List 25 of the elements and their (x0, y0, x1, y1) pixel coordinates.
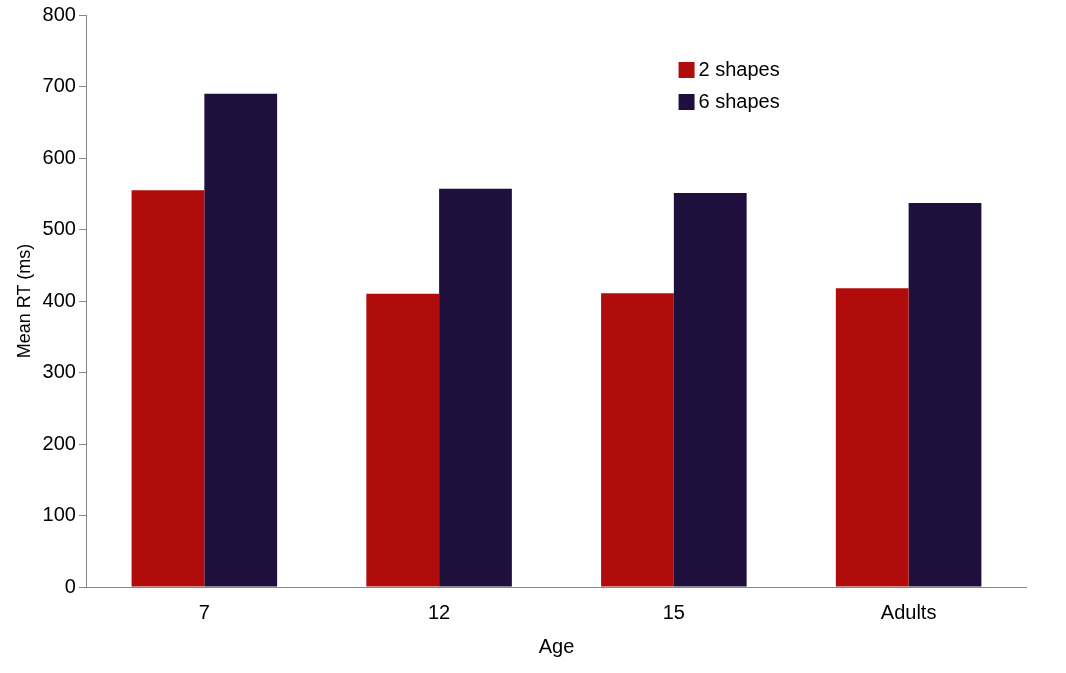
bar (204, 93, 278, 587)
x-tick-label: Adults (880, 600, 937, 623)
bar (908, 203, 982, 587)
bar (835, 288, 909, 587)
y-tick-label: 100 (42, 503, 76, 526)
y-tick-label: 700 (42, 74, 76, 97)
x-tick-label: 12 (427, 600, 451, 623)
bar (366, 293, 440, 587)
y-tick-label: 500 (42, 217, 76, 240)
bar (673, 193, 747, 587)
y-tick-label: 600 (42, 145, 76, 168)
y-tick-label: 0 (64, 574, 76, 597)
y-tick-label: 800 (42, 2, 76, 25)
legend-label: 6 shapes (698, 89, 780, 112)
x-tick-label: 7 (198, 600, 210, 623)
y-tick-label: 400 (42, 288, 76, 311)
legend-label: 2 shapes (698, 57, 780, 80)
bar (601, 293, 674, 587)
y-tick-label: 300 (42, 360, 76, 383)
x-tick-label: 15 (662, 600, 685, 623)
x-axis-title: Age (538, 634, 575, 657)
bar (131, 190, 205, 587)
bar (439, 188, 512, 587)
y-axis-title: Mean RT (ms) (13, 243, 34, 359)
y-tick-label: 200 (42, 431, 76, 454)
